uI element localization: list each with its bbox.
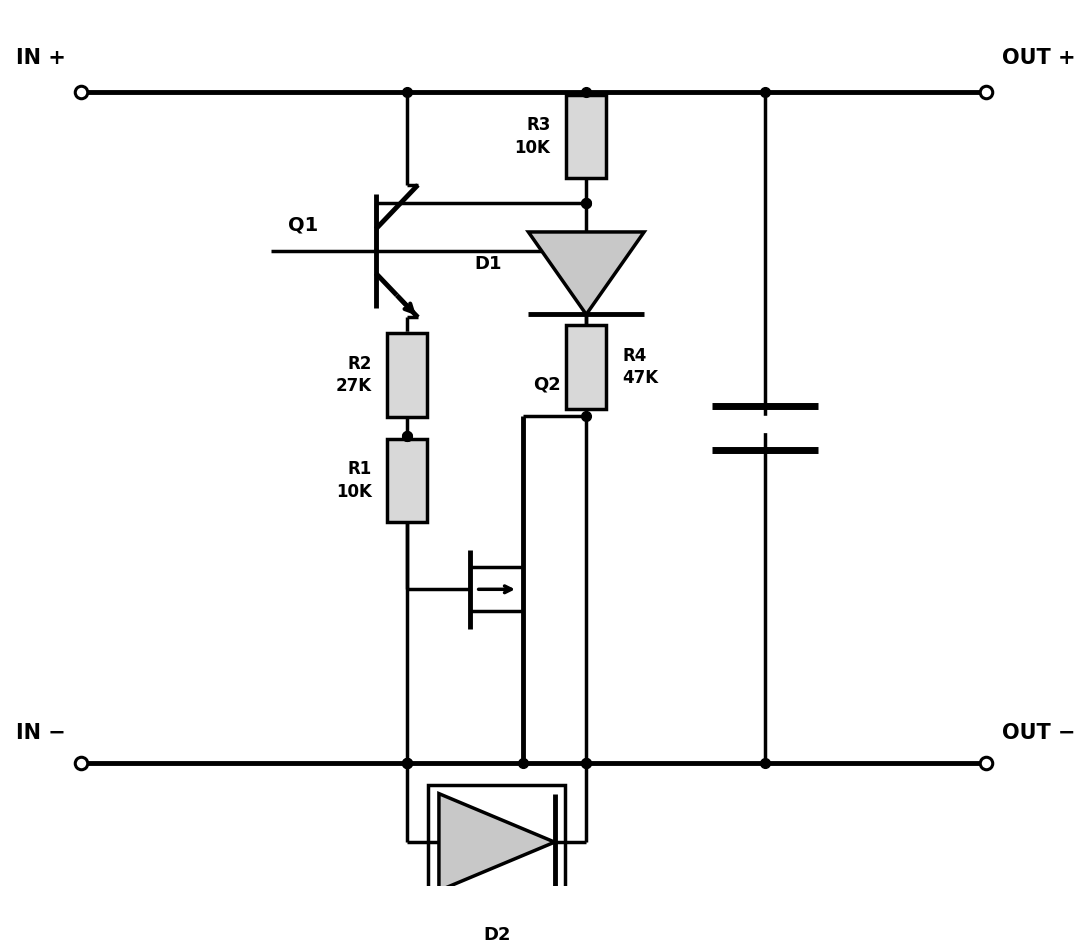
Polygon shape <box>528 232 644 314</box>
Bar <box>566 95 607 179</box>
Bar <box>387 333 428 417</box>
Text: D2: D2 <box>483 926 511 941</box>
Text: IN −: IN − <box>15 724 65 743</box>
Text: IN +: IN + <box>15 48 65 68</box>
Text: R3
10K: R3 10K <box>515 117 551 156</box>
Bar <box>429 785 565 900</box>
Polygon shape <box>439 793 554 890</box>
Text: OUT +: OUT + <box>1002 48 1076 68</box>
Text: R4
47K: R4 47K <box>622 347 658 388</box>
Text: Q2: Q2 <box>533 375 562 394</box>
Text: R2
27K: R2 27K <box>335 355 372 394</box>
Text: Q1: Q1 <box>288 215 317 234</box>
Text: OUT −: OUT − <box>1002 724 1076 743</box>
Text: R1
10K: R1 10K <box>336 460 372 501</box>
Text: D1: D1 <box>475 255 502 274</box>
Bar <box>566 326 607 409</box>
Bar <box>387 439 428 522</box>
